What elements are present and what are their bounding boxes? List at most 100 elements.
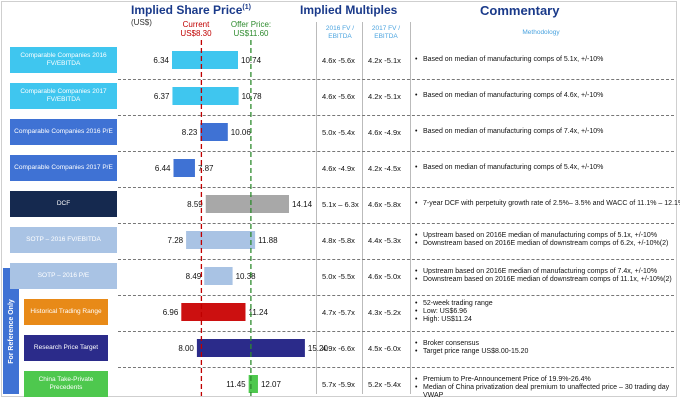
low-value-label: 8.23: [182, 128, 198, 137]
price-title: Implied Share Price(1): [131, 3, 251, 17]
multiple-2016: 5.7x -5.9x: [322, 380, 355, 389]
multiple-2016: 4.9x -6.6x: [322, 344, 355, 353]
range-bar: [205, 195, 289, 213]
multiple-2017: 5.2x -5.4x: [368, 380, 401, 389]
low-value-label: 6.96: [163, 308, 179, 317]
commentary-item: Premium to Pre-Announcement Price of 19.…: [414, 376, 680, 384]
row-label-box: Historical Trading Range: [24, 299, 108, 325]
row-label-box: Research Price Target: [24, 335, 108, 361]
range-bar: [181, 303, 246, 321]
row-label-box: SOTP – 2016 FV/EBITDA: [10, 227, 117, 253]
row-label: Comparable Companies 2017 FV/EBITDA: [20, 88, 107, 103]
multiple-2016: 5.0x -5.5x: [322, 272, 355, 281]
row-separator: [118, 79, 674, 80]
range-bar: [173, 159, 195, 177]
commentary-item: Low: US$6.96: [414, 308, 680, 316]
commentary-item: High: US$11.24: [414, 316, 680, 324]
multiple-2016: 4.6x -5.6x: [322, 56, 355, 65]
multiple-2016: 4.7x -5.7x: [322, 308, 355, 317]
commentary-list: Based on median of manufacturing comps o…: [414, 128, 680, 136]
row-label-box: SOTP – 2016 P/E: [10, 263, 117, 289]
low-value-label: 6.34: [153, 56, 169, 65]
row-separator: [118, 187, 674, 188]
commentary-list: 52-week trading rangeLow: US$6.96High: U…: [414, 300, 680, 324]
high-value-label: 15.20: [308, 344, 329, 353]
range-bar: [248, 375, 258, 393]
commentary-item: Upstream based on 2016E median of manufa…: [414, 232, 680, 240]
row-separator: [118, 115, 674, 116]
multiple-2017: 4.2x -5.1x: [368, 56, 401, 65]
row-separator: [118, 295, 674, 296]
row-label: Comparable Companies 2017 P/E: [14, 164, 113, 171]
commentary-list: Premium to Pre-Announcement Price of 19.…: [414, 376, 680, 400]
row-separator: [118, 367, 674, 368]
multiple-2016: 5.0x -5.4x: [322, 128, 355, 137]
high-value-label: 7.87: [198, 164, 214, 173]
offer-value: US$11.60: [233, 29, 269, 38]
low-value-label: 11.45: [226, 380, 246, 389]
high-value-label: 12.07: [261, 380, 282, 389]
column-divider: [410, 22, 411, 394]
high-value-label: 11.24: [249, 308, 269, 317]
row-label: SOTP – 2016 P/E: [37, 272, 90, 279]
commentary-item: Upstream based on 2016E median of manufa…: [414, 268, 680, 276]
commentary-list: Broker consensusTarget price range US$8.…: [414, 340, 680, 356]
multiple-2016: 4.8x -5.8x: [322, 236, 355, 245]
multiple-2017: 4.2x -4.5x: [368, 164, 401, 173]
commentary-item: Broker consensus: [414, 340, 680, 348]
commentary-item: Downstream based on 2016E median of down…: [414, 240, 680, 248]
row-label: Comparable Companies 2016 FV/EBITDA: [20, 52, 107, 67]
multiple-2017: 4.6x -4.9x: [368, 128, 401, 137]
commentary-list: Based on median of manufacturing comps o…: [414, 164, 680, 172]
multiple-2017: 4.6x -5.0x: [368, 272, 401, 281]
row-label-box: China Take-Private Precedents: [24, 371, 108, 397]
multiple-2016: 5.1x – 6.3x: [322, 200, 359, 209]
column-divider: [316, 22, 317, 394]
row-label-box: Comparable Companies 2016 P/E: [10, 119, 117, 145]
col-header-2017: 2017 FV / EBITDA: [371, 25, 401, 40]
range-bar: [186, 231, 256, 249]
range-bar: [204, 267, 233, 285]
low-value-label: 6.37: [154, 92, 170, 101]
commentary-list: Based on median of manufacturing comps o…: [414, 56, 680, 64]
range-bar: [172, 87, 239, 105]
commentary-item: 52-week trading range: [414, 300, 680, 308]
low-value-label: 8.49: [186, 272, 202, 281]
row-label-box: Comparable Companies 2016 FV/EBITDA: [10, 47, 117, 73]
row-label: SOTP – 2016 FV/EBITDA: [26, 236, 101, 243]
commentary-list: Upstream based on 2016E median of manufa…: [414, 268, 680, 284]
row-label: Comparable Companies 2016 P/E: [14, 128, 113, 135]
commentary-title: Commentary: [480, 3, 560, 18]
row-separator: [118, 151, 674, 152]
high-value-label: 14.14: [292, 200, 313, 209]
range-bar: [200, 123, 228, 141]
multiple-2016: 4.6x -5.6x: [322, 92, 355, 101]
multiple-2017: 4.6x -5.8x: [368, 200, 401, 209]
low-value-label: 8.00: [178, 344, 194, 353]
commentary-item: Based on median of manufacturing comps o…: [414, 56, 680, 64]
col-header-methodology: Methodology: [522, 29, 560, 36]
offer-label: Offer Price:: [230, 20, 272, 29]
row-label-box: Comparable Companies 2017 FV/EBITDA: [10, 83, 117, 109]
commentary-item: Target price range US$8.00-15.20: [414, 348, 680, 356]
row-separator: [118, 331, 674, 332]
current-value: US$8.30: [180, 29, 212, 38]
commentary-item: Based on median of manufacturing comps o…: [414, 128, 680, 136]
column-divider: [362, 22, 363, 394]
row-label: China Take-Private Precedents: [38, 376, 94, 391]
range-bar: [172, 51, 238, 69]
commentary-item: Based on median of manufacturing comps o…: [414, 92, 680, 100]
row-label: Research Price Target: [33, 344, 99, 351]
price-unit: (US$): [131, 18, 152, 27]
row-separator: [118, 259, 674, 260]
commentary-item: Downstream based on 2016E median of down…: [414, 276, 680, 284]
low-value-label: 6.44: [155, 164, 171, 173]
commentary-list: Upstream based on 2016E median of manufa…: [414, 232, 680, 248]
low-value-label: 7.28: [168, 236, 184, 245]
row-label: DCF: [56, 200, 71, 207]
row-label-box: Comparable Companies 2017 P/E: [10, 155, 117, 181]
high-value-label: 10.78: [242, 92, 263, 101]
low-value-label: 8.59: [187, 200, 203, 209]
